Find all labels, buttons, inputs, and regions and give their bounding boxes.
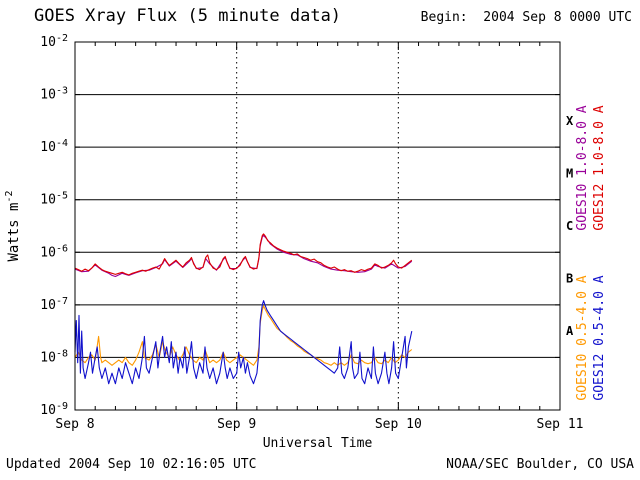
- svg-text:Watts m-2: Watts m-2: [4, 190, 22, 261]
- chart-title: GOES Xray Flux (5 minute data): [34, 6, 342, 26]
- begin-timestamp: Begin: 2004 Sep 8 0000 UTC: [420, 10, 632, 25]
- svg-text:10-9: 10-9: [40, 401, 68, 418]
- svg-text:GOES12 1.0-8.0 A: GOES12 1.0-8.0 A: [592, 105, 607, 230]
- svg-text:Sep 8: Sep 8: [55, 417, 94, 432]
- svg-text:10-7: 10-7: [40, 296, 68, 313]
- svg-text:Sep 10: Sep 10: [375, 417, 422, 432]
- svg-text:GOES12 0.5-4.0 A: GOES12 0.5-4.0 A: [592, 275, 607, 400]
- credit-text: NOAA/SEC Boulder, CO USA: [446, 457, 634, 472]
- x-axis-label: Universal Time: [262, 436, 373, 451]
- updated-timestamp: Updated 2004 Sep 10 02:16:05 UTC: [6, 457, 257, 472]
- svg-text:M: M: [566, 166, 573, 180]
- svg-text:GOES10 1.0-8.0 A: GOES10 1.0-8.0 A: [575, 105, 590, 230]
- svg-text:10-5: 10-5: [40, 191, 68, 208]
- svg-text:A: A: [566, 324, 574, 338]
- svg-text:10-4: 10-4: [40, 138, 68, 155]
- svg-text:B: B: [566, 272, 573, 286]
- svg-text:X: X: [566, 114, 574, 128]
- svg-text:10-2: 10-2: [40, 33, 68, 50]
- svg-text:GOES10 0.5-4.0 A: GOES10 0.5-4.0 A: [575, 275, 590, 400]
- svg-text:C: C: [566, 219, 573, 233]
- svg-text:10-3: 10-3: [40, 86, 68, 103]
- svg-text:Sep 9: Sep 9: [217, 417, 256, 432]
- svg-text:10-8: 10-8: [40, 348, 68, 365]
- svg-text:Sep 11: Sep 11: [537, 417, 584, 432]
- svg-text:10-6: 10-6: [40, 243, 68, 260]
